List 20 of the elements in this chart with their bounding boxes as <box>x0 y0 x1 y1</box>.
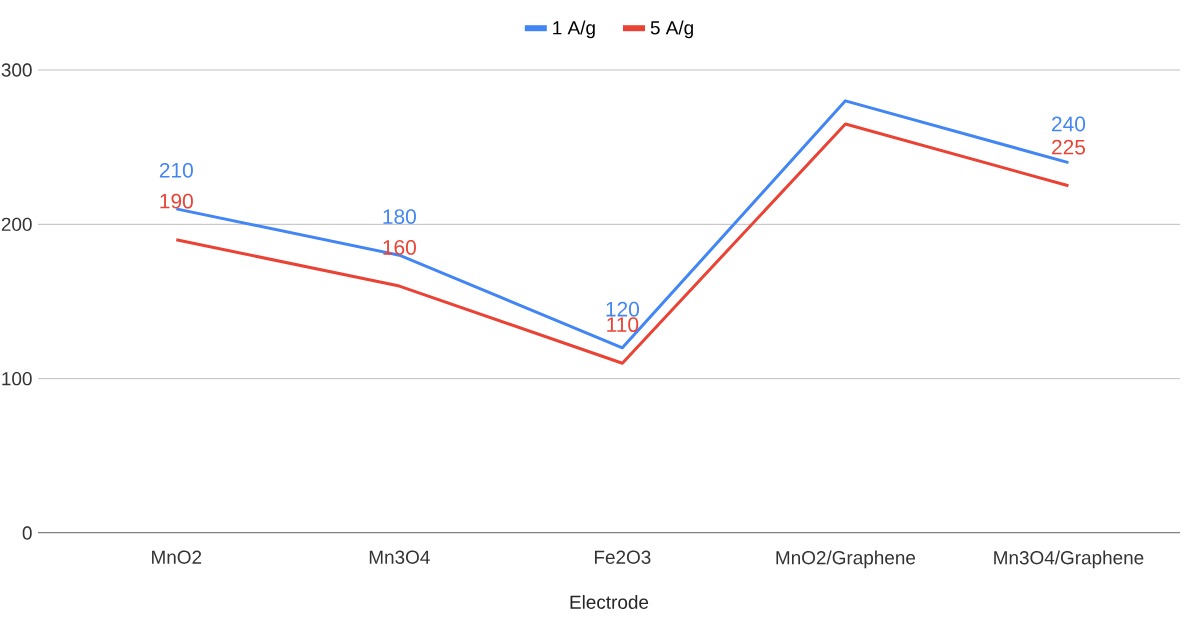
data-label: 240 <box>1052 116 1086 132</box>
y-tick-label: 100 <box>2 371 32 386</box>
x-tick-label: MnO2 <box>152 550 202 564</box>
x-tick-label: Fe2O3 <box>594 550 651 564</box>
y-tick-label: 0 <box>22 526 32 540</box>
x-tick-label: Mn3O4/Graphene <box>994 550 1144 569</box>
data-label: 190 <box>160 193 193 209</box>
legend-label: 5 A/g <box>650 20 693 39</box>
legend-label: 1 A/g <box>553 20 595 39</box>
data-label: 225 <box>1052 139 1086 155</box>
x-tick-label: MnO2/Graphene <box>776 550 916 569</box>
x-tick-label: Mn3O4 <box>369 550 430 564</box>
y-tick-label: 300 <box>1 63 32 77</box>
data-label: 180 <box>383 209 416 224</box>
data-label: 160 <box>383 240 416 255</box>
data-label: 110 <box>607 317 639 333</box>
y-tick-label: 200 <box>1 217 32 232</box>
x-axis-title: Electrode <box>570 595 649 609</box>
data-label: 210 <box>159 162 193 178</box>
data-label: 120 <box>606 301 639 317</box>
